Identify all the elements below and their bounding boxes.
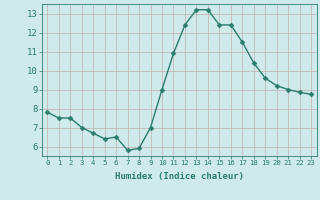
X-axis label: Humidex (Indice chaleur): Humidex (Indice chaleur) (115, 172, 244, 181)
